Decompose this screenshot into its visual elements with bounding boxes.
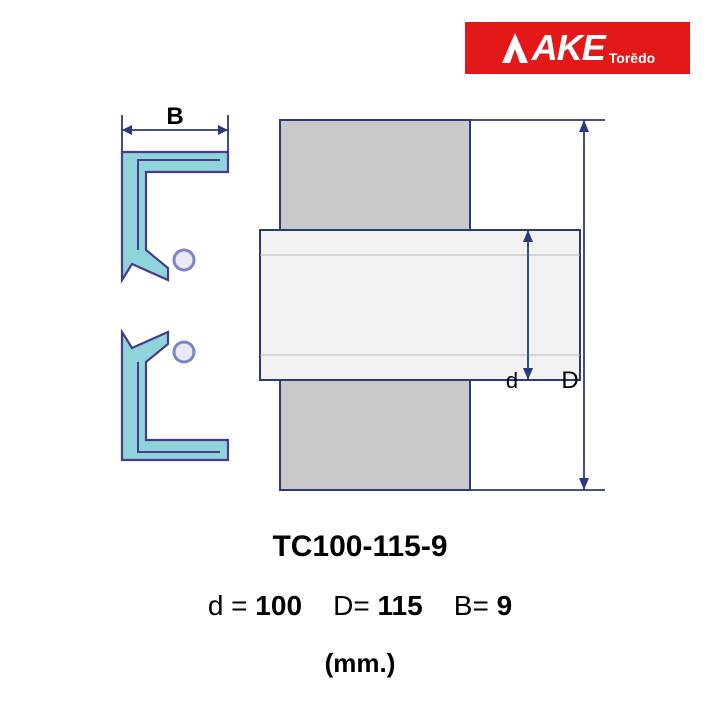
technical-diagram: B d [60,100,660,500]
label-d: d [506,368,518,393]
B-value: 9 [497,590,513,621]
d-value: 100 [255,590,302,621]
logo-subbrand: Torēdo [609,50,655,66]
label-B: B [166,103,183,130]
shaft [260,230,580,380]
dimensions-line: d = 100 D= 115 B= 9 [0,590,720,622]
unit: (mm.) [0,648,720,679]
B-label: B= [454,590,489,621]
label-D: D [561,367,578,394]
d-label: d = [208,590,248,621]
spring-bottom [174,342,194,362]
logo-mark-icon [500,31,530,65]
seal-bottom [122,332,228,460]
seal-cross-section-svg: B d [60,100,660,500]
spec-text: TC100-115-9 d = 100 D= 115 B= 9 (mm.) [0,530,720,679]
brand-logo: AKE Torēdo [465,22,690,74]
seal-top [122,152,228,280]
D-value: 115 [378,590,423,621]
logo-brand: AKE [532,27,605,69]
dim-B: B [122,103,228,152]
spring-top [174,250,194,270]
part-number: TC100-115-9 [0,530,720,564]
logo-text: AKE [500,27,605,69]
D-label: D= [333,590,370,621]
